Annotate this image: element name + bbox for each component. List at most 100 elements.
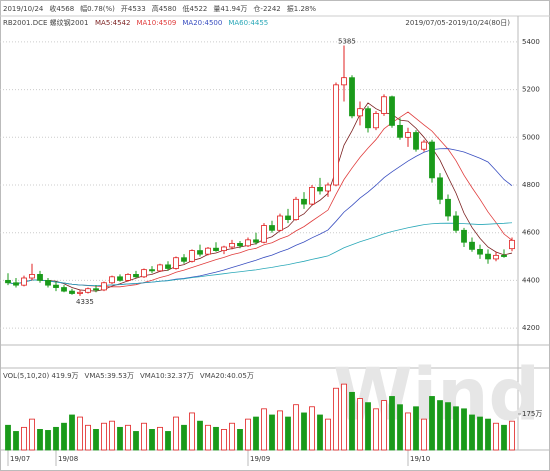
header-field: 量41.94万 <box>213 5 247 13</box>
volume-bar <box>317 414 323 451</box>
candle-body <box>141 269 147 278</box>
candle-body <box>477 248 483 255</box>
volume-bar <box>509 420 515 451</box>
volume-header: VMA20:40.05万 <box>200 372 254 380</box>
candle-body <box>205 247 211 255</box>
period-range: 2019/07/05-2019/10/24(80日) <box>405 19 510 27</box>
candle-body <box>37 274 43 281</box>
candle-body <box>269 225 275 231</box>
volume-bar <box>45 430 51 451</box>
candle-body <box>133 274 139 278</box>
volume-bar <box>485 418 491 451</box>
ma-line <box>7 222 513 287</box>
ma-legend: MA5:4542 <box>95 19 130 27</box>
candle-body <box>389 96 395 126</box>
candle-body <box>381 96 387 114</box>
volume-bar <box>61 422 67 451</box>
ma-legend: MA10:4509 <box>136 19 176 27</box>
volume-bar <box>365 402 371 451</box>
candle-body <box>101 282 107 291</box>
watermark: Wind <box>333 353 540 437</box>
candle-body <box>453 215 459 231</box>
volume-bar <box>437 400 443 451</box>
candle-body <box>125 274 131 281</box>
candle-body <box>469 241 475 250</box>
y-tick-label: 5400 <box>522 38 540 46</box>
candle-body <box>245 239 251 247</box>
volume-bar <box>461 408 467 451</box>
candle-body <box>109 276 115 284</box>
min-annotation: 4335 <box>76 298 94 306</box>
volume-bar <box>405 412 411 451</box>
volume-header: VMA10:32.37万 <box>140 372 194 380</box>
candle-body <box>349 77 355 117</box>
volume-bar <box>389 396 395 451</box>
x-tick-label: 19/08 <box>58 455 78 463</box>
volume-bar <box>357 398 363 451</box>
candle-body <box>45 279 51 286</box>
candle-body <box>501 254 507 257</box>
y-tick-label: 4800 <box>522 181 540 189</box>
candle-body <box>445 198 451 217</box>
candle-body <box>69 290 75 294</box>
candle-body <box>29 274 35 279</box>
volume-bar <box>93 429 99 451</box>
volume-bar <box>29 418 35 451</box>
volume-bar <box>69 414 75 451</box>
volume-bar <box>333 387 339 451</box>
ma-legend: MA20:4500 <box>182 19 222 27</box>
header-field: 高4580 <box>152 4 177 13</box>
volume-bar <box>133 431 139 451</box>
x-tick-label: 19/09 <box>250 455 270 463</box>
volume-bar <box>229 422 235 451</box>
volume-bar <box>245 418 251 451</box>
volume-bar <box>277 410 283 451</box>
volume-bar <box>173 416 179 451</box>
candle-body <box>173 257 179 269</box>
candle-body <box>93 288 99 291</box>
candle-body <box>413 132 419 150</box>
candle-body <box>333 84 339 186</box>
volume-bar <box>381 400 387 451</box>
y-tick-label: 4400 <box>522 276 540 284</box>
volume-bar <box>413 406 419 451</box>
volume-bar <box>109 420 115 451</box>
header-field: 2019/10/24 <box>3 5 44 13</box>
candle-body <box>197 250 203 255</box>
volume-bar <box>501 424 507 451</box>
candle-body <box>357 108 363 117</box>
volume-bar <box>85 424 91 451</box>
header-field: 开4533 <box>121 5 146 13</box>
volume-bar <box>253 416 259 451</box>
candle-body <box>261 225 267 243</box>
candle-body <box>429 141 435 179</box>
volume-bar <box>181 424 187 451</box>
volume-bar <box>205 424 211 451</box>
candle-body <box>117 276 123 281</box>
volume-bar <box>157 426 163 451</box>
volume-bar <box>221 429 227 451</box>
volume-bar <box>269 414 275 451</box>
volume-bar <box>237 429 243 451</box>
candle-body <box>405 132 411 138</box>
candle-body <box>5 279 11 284</box>
volume-header: VMA5:39.53万 <box>85 372 134 380</box>
candle-body <box>373 113 379 129</box>
volume-bar <box>301 412 307 451</box>
volume-bar <box>493 422 499 451</box>
volume-bar <box>373 408 379 451</box>
header-field: 收4568 <box>49 4 74 13</box>
volume-bar <box>197 420 203 451</box>
candle-body <box>53 284 59 288</box>
candle-body <box>237 243 243 247</box>
ma-line <box>7 102 513 292</box>
candle-body <box>317 186 323 192</box>
volume-bar <box>445 402 451 451</box>
volume-tick-label: 175万 <box>522 410 542 418</box>
candle-body <box>285 215 291 220</box>
header-field: 低4522 <box>183 4 208 13</box>
candle-body <box>221 246 227 251</box>
volume-bar <box>117 426 123 451</box>
